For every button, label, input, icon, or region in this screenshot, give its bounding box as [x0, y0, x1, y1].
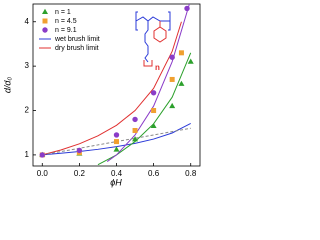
square-marker — [151, 108, 157, 114]
y-tick-label: 1 — [25, 150, 30, 159]
circle-marker — [184, 5, 190, 12]
x-tick-label: 0.6 — [148, 169, 160, 178]
legend-label: n = 9.1 — [55, 27, 77, 34]
legend-label: n = 1 — [55, 9, 71, 16]
curve — [97, 52, 192, 166]
x-tick-label: 0.2 — [74, 169, 86, 178]
legend-marker — [42, 18, 48, 24]
circle-marker — [76, 147, 83, 154]
page: {"chart_data": {"type": "scatter", "x_la… — [2, 3, 201, 188]
triangle-marker — [132, 136, 139, 142]
circle-marker — [39, 152, 45, 158]
circle-marker — [132, 116, 138, 123]
circle-marker — [113, 132, 120, 138]
circle-marker — [169, 54, 175, 60]
y-axis-label: d/d₀ — [2, 77, 12, 94]
plot-area — [39, 4, 194, 166]
side-chain — [144, 21, 149, 63]
structure-inset: n — [135, 11, 171, 72]
triangle-marker — [187, 58, 194, 64]
x-axis-label: ϕH — [110, 177, 122, 187]
curve — [42, 21, 182, 156]
triangle-marker — [113, 146, 120, 152]
triangle-marker — [178, 80, 185, 86]
bracket — [143, 60, 153, 67]
x-tick-label: 0.8 — [185, 169, 197, 178]
triangle-marker — [150, 122, 157, 129]
legend-label: dry brush limit — [55, 45, 99, 52]
backbone — [135, 16, 170, 22]
triangle-marker — [169, 102, 176, 109]
square-marker — [178, 50, 184, 56]
legend-label: wet brush limit — [54, 36, 100, 43]
square-marker — [169, 76, 175, 82]
y-tick-label: 4 — [25, 17, 30, 26]
square-marker — [114, 139, 119, 145]
y-tick-label: 2 — [25, 106, 30, 115]
chart: d/d₀ ϕH n 0.0 0.2 0.4 0.6 0.8 1 2 3 4 n = 1 n = 4.… — [2, 3, 201, 187]
square-marker — [132, 127, 138, 133]
circle-marker — [150, 90, 157, 96]
benzene-ring — [153, 26, 167, 43]
x-tick-label: 0.4 — [111, 169, 123, 178]
structure-label: n — [155, 63, 160, 72]
legend-marker — [42, 8, 48, 14]
y-tick-label: 3 — [25, 61, 30, 70]
x-tick-label: 0.0 — [37, 169, 49, 178]
legend-marker — [42, 27, 48, 33]
legend-label: n = 4.5 — [55, 18, 77, 25]
curve — [106, 4, 190, 162]
